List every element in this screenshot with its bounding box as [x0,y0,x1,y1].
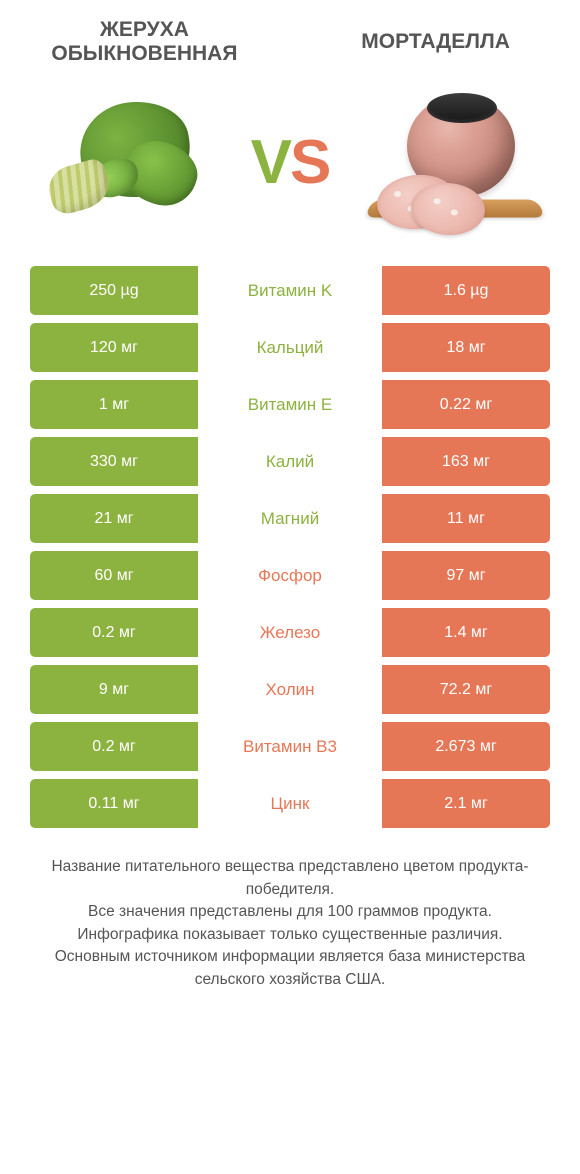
table-row: 0.2 мгЖелезо1.4 мг [30,608,550,657]
value-left: 330 мг [30,437,198,486]
nutrient-label: Витамин E [198,380,382,429]
value-left: 21 мг [30,494,198,543]
table-row: 250 µgВитамин K1.6 µg [30,266,550,315]
nutrient-label: Магний [198,494,382,543]
footer-line: Все значения представлены для 100 граммо… [30,901,550,923]
footer-line: Основным источником информации является … [30,946,550,991]
title-right: МОРТАДЕЛЛА [321,30,550,54]
value-right: 0.22 мг [382,380,550,429]
table-row: 9 мгХолин72.2 мг [30,665,550,714]
nutrient-label: Холин [198,665,382,714]
vs-v: V [251,128,290,197]
table-row: 1 мгВитамин E0.22 мг [30,380,550,429]
table-row: 330 мгКалий163 мг [30,437,550,486]
nutrient-label: Цинк [198,779,382,828]
footer-line: Инфографика показывает только существенн… [30,924,550,946]
footer-notes: Название питательного вещества представл… [30,856,550,1017]
value-right: 1.4 мг [382,608,550,657]
nutrient-label: Фосфор [198,551,382,600]
vs-label: VS [251,132,330,194]
vs-s: S [290,128,329,197]
value-left: 250 µg [30,266,198,315]
value-right: 97 мг [382,551,550,600]
table-row: 120 мгКальций18 мг [30,323,550,372]
nutrient-label: Железо [198,608,382,657]
nutrient-label: Калий [198,437,382,486]
value-right: 2.1 мг [382,779,550,828]
value-right: 1.6 µg [382,266,550,315]
comparison-table: 250 µgВитамин K1.6 µg120 мгКальций18 мг1… [30,266,550,828]
nutrient-label: Витамин K [198,266,382,315]
value-left: 120 мг [30,323,198,372]
product-image-right [360,88,550,238]
footer-line: Название питательного вещества представл… [30,856,550,901]
mortadella-icon [365,93,545,233]
value-right: 163 мг [382,437,550,486]
table-row: 0.2 мгВитамин B32.673 мг [30,722,550,771]
infographic-root: ЖЕРУХА ОБЫКНОВЕННАЯ МОРТАДЕЛЛА VS [0,0,580,1017]
value-left: 9 мг [30,665,198,714]
value-left: 0.11 мг [30,779,198,828]
product-image-left [30,88,220,238]
table-row: 21 мгМагний11 мг [30,494,550,543]
value-right: 2.673 мг [382,722,550,771]
nutrient-label: Кальций [198,323,382,372]
value-left: 60 мг [30,551,198,600]
nutrient-label: Витамин B3 [198,722,382,771]
value-left: 0.2 мг [30,608,198,657]
images-row: VS [0,76,580,266]
value-left: 1 мг [30,380,198,429]
title-left: ЖЕРУХА ОБЫКНОВЕННАЯ [30,18,259,66]
table-row: 0.11 мгЦинк2.1 мг [30,779,550,828]
watercress-icon [35,98,215,228]
value-right: 72.2 мг [382,665,550,714]
titles-row: ЖЕРУХА ОБЫКНОВЕННАЯ МОРТАДЕЛЛА [0,0,580,76]
value-right: 18 мг [382,323,550,372]
table-row: 60 мгФосфор97 мг [30,551,550,600]
value-left: 0.2 мг [30,722,198,771]
value-right: 11 мг [382,494,550,543]
